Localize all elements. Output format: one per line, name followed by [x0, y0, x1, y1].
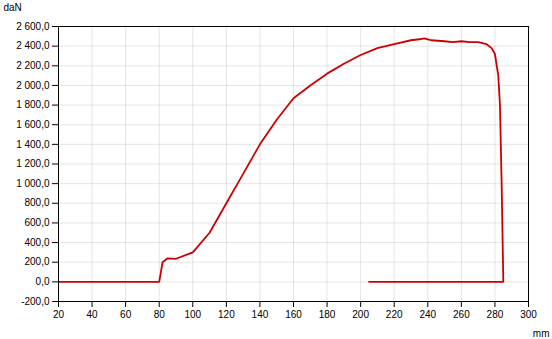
svg-text:1 000,0: 1 000,0	[16, 178, 50, 189]
svg-text:mm: mm	[533, 328, 550, 339]
svg-text:600,0: 600,0	[24, 217, 49, 228]
svg-text:80: 80	[154, 309, 166, 320]
svg-text:20: 20	[53, 309, 65, 320]
svg-text:daN: daN	[4, 2, 22, 13]
svg-text:400,0: 400,0	[24, 237, 49, 248]
svg-text:2 400,0: 2 400,0	[16, 40, 50, 51]
svg-text:1 400,0: 1 400,0	[16, 139, 50, 150]
svg-text:120: 120	[218, 309, 235, 320]
svg-text:140: 140	[252, 309, 269, 320]
svg-text:1 200,0: 1 200,0	[16, 158, 50, 169]
svg-text:200: 200	[352, 309, 369, 320]
svg-text:200,0: 200,0	[24, 256, 49, 267]
svg-text:280: 280	[487, 309, 504, 320]
svg-text:220: 220	[386, 309, 403, 320]
svg-text:100: 100	[184, 309, 201, 320]
svg-text:1 600,0: 1 600,0	[16, 119, 50, 130]
svg-text:260: 260	[453, 309, 470, 320]
svg-text:2 000,0: 2 000,0	[16, 80, 50, 91]
svg-text:160: 160	[285, 309, 302, 320]
svg-text:40: 40	[87, 309, 99, 320]
svg-text:800,0: 800,0	[24, 197, 49, 208]
svg-text:240: 240	[419, 309, 436, 320]
svg-text:2 600,0: 2 600,0	[16, 21, 50, 32]
svg-text:2 200,0: 2 200,0	[16, 60, 50, 71]
svg-text:60: 60	[120, 309, 132, 320]
svg-text:-200,0: -200,0	[21, 296, 50, 307]
svg-text:300: 300	[520, 309, 537, 320]
svg-text:180: 180	[319, 309, 336, 320]
svg-text:1 800,0: 1 800,0	[16, 99, 50, 110]
svg-text:0,0: 0,0	[36, 276, 50, 287]
